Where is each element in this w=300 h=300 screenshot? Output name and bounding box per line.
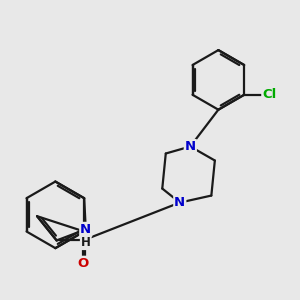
- Text: N: N: [174, 196, 185, 209]
- Text: H: H: [81, 236, 91, 249]
- Text: N: N: [80, 223, 91, 236]
- Text: N: N: [185, 140, 196, 153]
- Text: Cl: Cl: [262, 88, 277, 101]
- Text: O: O: [77, 257, 88, 270]
